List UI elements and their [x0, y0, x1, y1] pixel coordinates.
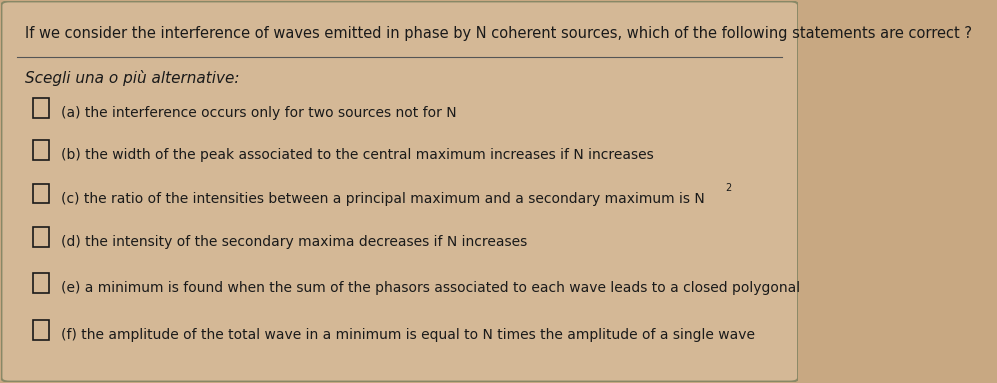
Text: 2: 2	[725, 183, 731, 193]
Bar	[33, 183, 49, 203]
Bar	[33, 321, 49, 340]
Bar	[33, 273, 49, 293]
Text: Scegli una o più alternative:: Scegli una o più alternative:	[25, 70, 240, 86]
Text: (b) the width of the peak associated to the central maximum increases if N incre: (b) the width of the peak associated to …	[61, 148, 654, 162]
Bar	[33, 98, 49, 118]
Text: (f) the amplitude of the total wave in a minimum is equal to N times the amplitu: (f) the amplitude of the total wave in a…	[61, 328, 755, 342]
Text: (a) the interference occurs only for two sources not for N: (a) the interference occurs only for two…	[61, 106, 457, 120]
Text: (d) the intensity of the secondary maxima decreases if N increases: (d) the intensity of the secondary maxim…	[61, 235, 527, 249]
Text: (c) the ratio of the intensities between a principal maximum and a secondary max: (c) the ratio of the intensities between…	[61, 192, 705, 206]
Bar	[33, 227, 49, 247]
Bar	[33, 140, 49, 160]
FancyBboxPatch shape	[1, 2, 799, 381]
Text: If we consider the interference of waves emitted in phase by N coherent sources,: If we consider the interference of waves…	[25, 26, 972, 41]
Text: (e) a minimum is found when the sum of the phasors associated to each wave leads: (e) a minimum is found when the sum of t…	[61, 281, 801, 295]
